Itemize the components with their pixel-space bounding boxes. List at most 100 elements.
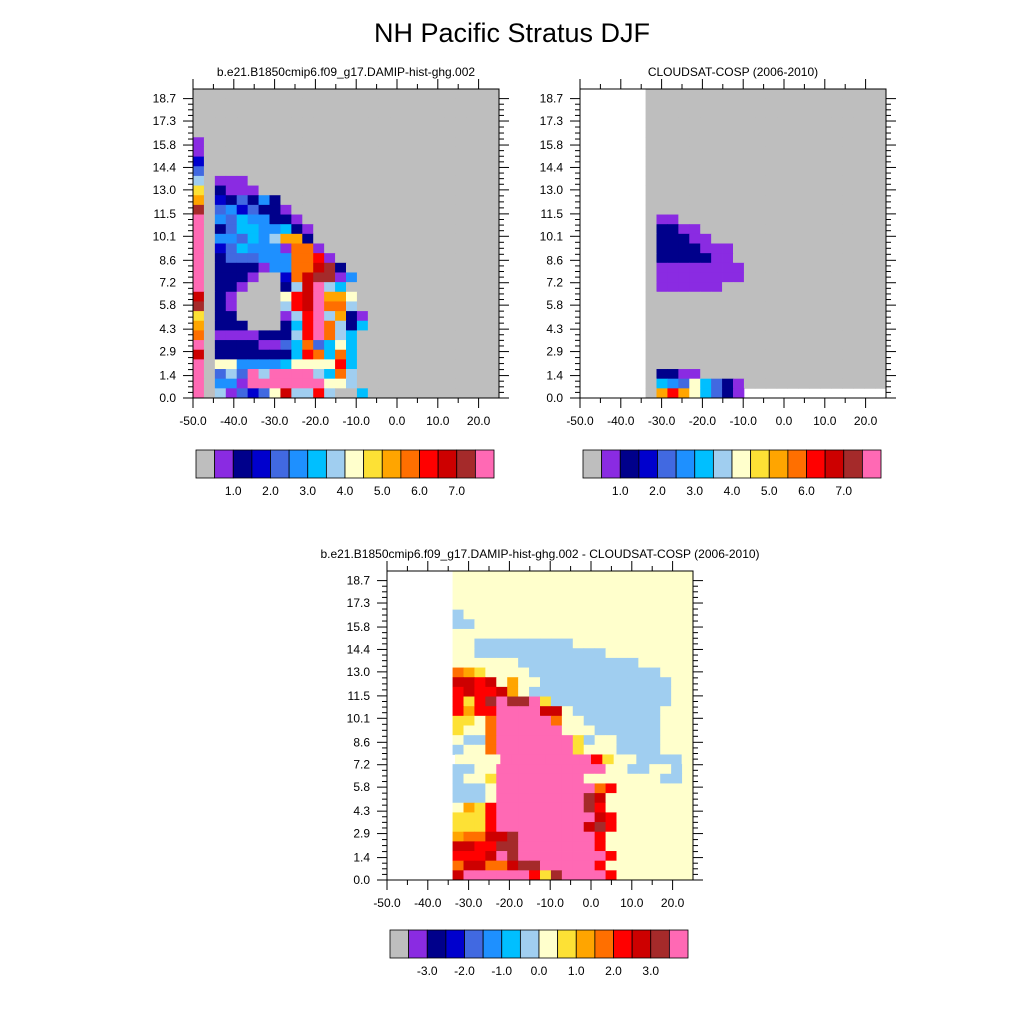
heatmap-cell [649,667,661,678]
heatmap-cell [225,330,238,341]
heatmap-cell [452,609,464,620]
heatmap-cell [193,349,205,360]
heatmap-cell [787,224,799,235]
heatmap-cell [477,349,489,360]
heatmap-cell [422,156,434,167]
colorbar-label: 2.0 [262,484,279,498]
heatmap-cell [809,311,821,322]
heatmap-cell [743,378,756,389]
heatmap-cell [638,628,650,639]
heatmap-cell [518,764,530,775]
heatmap-cell [671,802,683,813]
heatmap-cell [820,330,832,341]
heatmap-cell [875,282,887,293]
heatmap-cell [302,330,314,341]
heatmap-cell [474,812,486,823]
heatmap-cell [682,783,694,794]
heatmap-cell [649,822,661,833]
heatmap-cell [700,127,712,138]
heatmap-cell [214,243,227,254]
heatmap-cell [638,706,650,717]
heatmap-cell [488,243,500,254]
heatmap-cell [507,619,519,630]
heatmap-cell [225,378,238,389]
heatmap-cell [507,764,519,775]
heatmap-cell [700,108,712,119]
heatmap-cell [463,638,475,649]
heatmap-cell [463,628,475,639]
heatmap-cell [671,822,683,833]
heatmap-cell [411,137,423,148]
heatmap-cell [765,291,778,302]
heatmap-cell [561,764,574,775]
heatmap-cell [583,667,596,678]
heatmap-cell [656,137,668,148]
x-tick-label: -40.0 [414,896,442,910]
heatmap-cell [660,870,672,881]
heatmap-cell [488,388,500,399]
heatmap-cell [809,146,821,157]
panel-title: b.e21.B1850cmip6.f09_g17.DAMIP-hist-ghg.… [320,547,759,561]
heatmap-cell [422,320,434,331]
heatmap-cell [682,744,694,755]
heatmap-cell [356,137,369,148]
heatmap-cell [787,282,799,293]
heatmap-cell [400,349,412,360]
heatmap-cell [236,311,249,322]
heatmap-cell [722,291,734,302]
heatmap-cell [649,860,661,871]
heatmap-cell [722,233,734,244]
heatmap-cell [313,214,325,225]
heatmap-cell [540,628,552,639]
heatmap-cell [594,599,606,611]
heatmap-cell [540,715,552,726]
heatmap-cell [324,185,336,196]
heatmap-cell [507,628,519,639]
heatmap-cell [875,98,887,109]
heatmap-cell [645,214,657,225]
heatmap-cell [853,127,865,138]
heatmap-cell [765,233,778,244]
heatmap-cell [302,117,314,129]
heatmap-cell [455,349,467,360]
heatmap-cell [389,349,402,360]
heatmap-cell [733,320,745,331]
heatmap-cell [247,224,259,235]
heatmap-cell [594,590,606,601]
heatmap-cell [638,725,650,736]
heatmap-cell [411,204,423,215]
heatmap-cell [638,648,650,659]
heatmap-cell [722,388,734,399]
heatmap-cell [346,117,358,129]
heatmap-cell [572,841,585,852]
heatmap-cell [754,291,767,302]
heatmap-cell [831,224,843,235]
heatmap-cell [389,359,402,370]
heatmap-cell [798,320,810,331]
colorbar-label: 4.0 [337,484,354,498]
heatmap-cell [682,831,694,842]
heatmap-cell [875,349,887,360]
heatmap-cell [389,272,402,283]
heatmap-cell [507,783,519,794]
heatmap-cell [682,860,694,871]
heatmap-cell [743,359,756,370]
colorbar-box [408,929,428,959]
heatmap-cell [302,89,314,100]
colorbar-box [445,929,465,959]
heatmap-cell [518,619,530,630]
heatmap-cell [236,175,249,186]
heatmap-cell [269,253,281,264]
heatmap-cell [214,262,227,273]
heatmap-cell [411,349,423,360]
heatmap-cell [711,359,723,370]
heatmap-cell [627,735,639,746]
heatmap-cell [455,204,467,215]
heatmap-cell [236,146,249,157]
heatmap-cell [455,137,467,148]
heatmap-cell [507,715,519,726]
heatmap-cell [616,822,628,833]
heatmap-cell [455,378,467,389]
heatmap-cell [682,609,694,620]
heatmap-cell [765,108,778,119]
